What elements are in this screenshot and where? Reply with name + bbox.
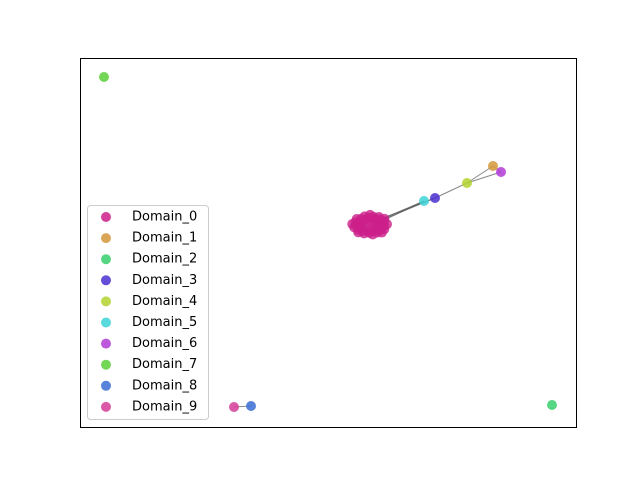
edge: [434, 182, 468, 199]
legend-label: Domain_6: [132, 336, 197, 351]
legend-label: Domain_5: [132, 315, 197, 330]
legend-marker: [101, 233, 111, 244]
legend-label: Domain_8: [132, 378, 197, 393]
node: [99, 72, 109, 82]
legend-marker: [101, 254, 111, 265]
node: [376, 227, 387, 238]
node: [365, 209, 376, 220]
node: [419, 196, 429, 206]
edge: [466, 165, 494, 184]
legend-marker: [101, 338, 111, 349]
legend-label: Domain_9: [132, 399, 197, 414]
legend-box: [87, 205, 209, 420]
legend-label: Domain_4: [132, 294, 197, 309]
legend-marker: [101, 296, 111, 307]
node: [229, 402, 239, 412]
legend-marker: [101, 401, 111, 412]
node: [488, 161, 498, 171]
node: [246, 401, 256, 411]
edges: [233, 165, 502, 408]
node: [496, 167, 506, 177]
node: [547, 400, 557, 410]
node: [379, 213, 390, 224]
legend: Domain_0 Domain_1 Domain_2 Domain_3 Domain_4…: [87, 205, 209, 420]
legend-marker: [101, 359, 111, 370]
legend-marker: [101, 317, 111, 328]
node: [367, 229, 378, 240]
legend-marker: [101, 212, 111, 222]
node: [462, 178, 472, 188]
node: [347, 219, 358, 230]
legend-label: Domain_1: [132, 231, 197, 246]
legend-marker: [101, 380, 111, 391]
edge: [466, 171, 502, 184]
legend-label: Domain_0: [132, 210, 197, 225]
legend-marker: [101, 275, 111, 286]
plot-frame: [80, 58, 577, 428]
nodes: [99, 72, 557, 412]
node: [353, 227, 364, 238]
legend-label: Domain_3: [132, 273, 197, 288]
legend-label: Domain_2: [132, 252, 197, 267]
legend-label: Domain_7: [132, 357, 197, 372]
node: [430, 193, 440, 203]
